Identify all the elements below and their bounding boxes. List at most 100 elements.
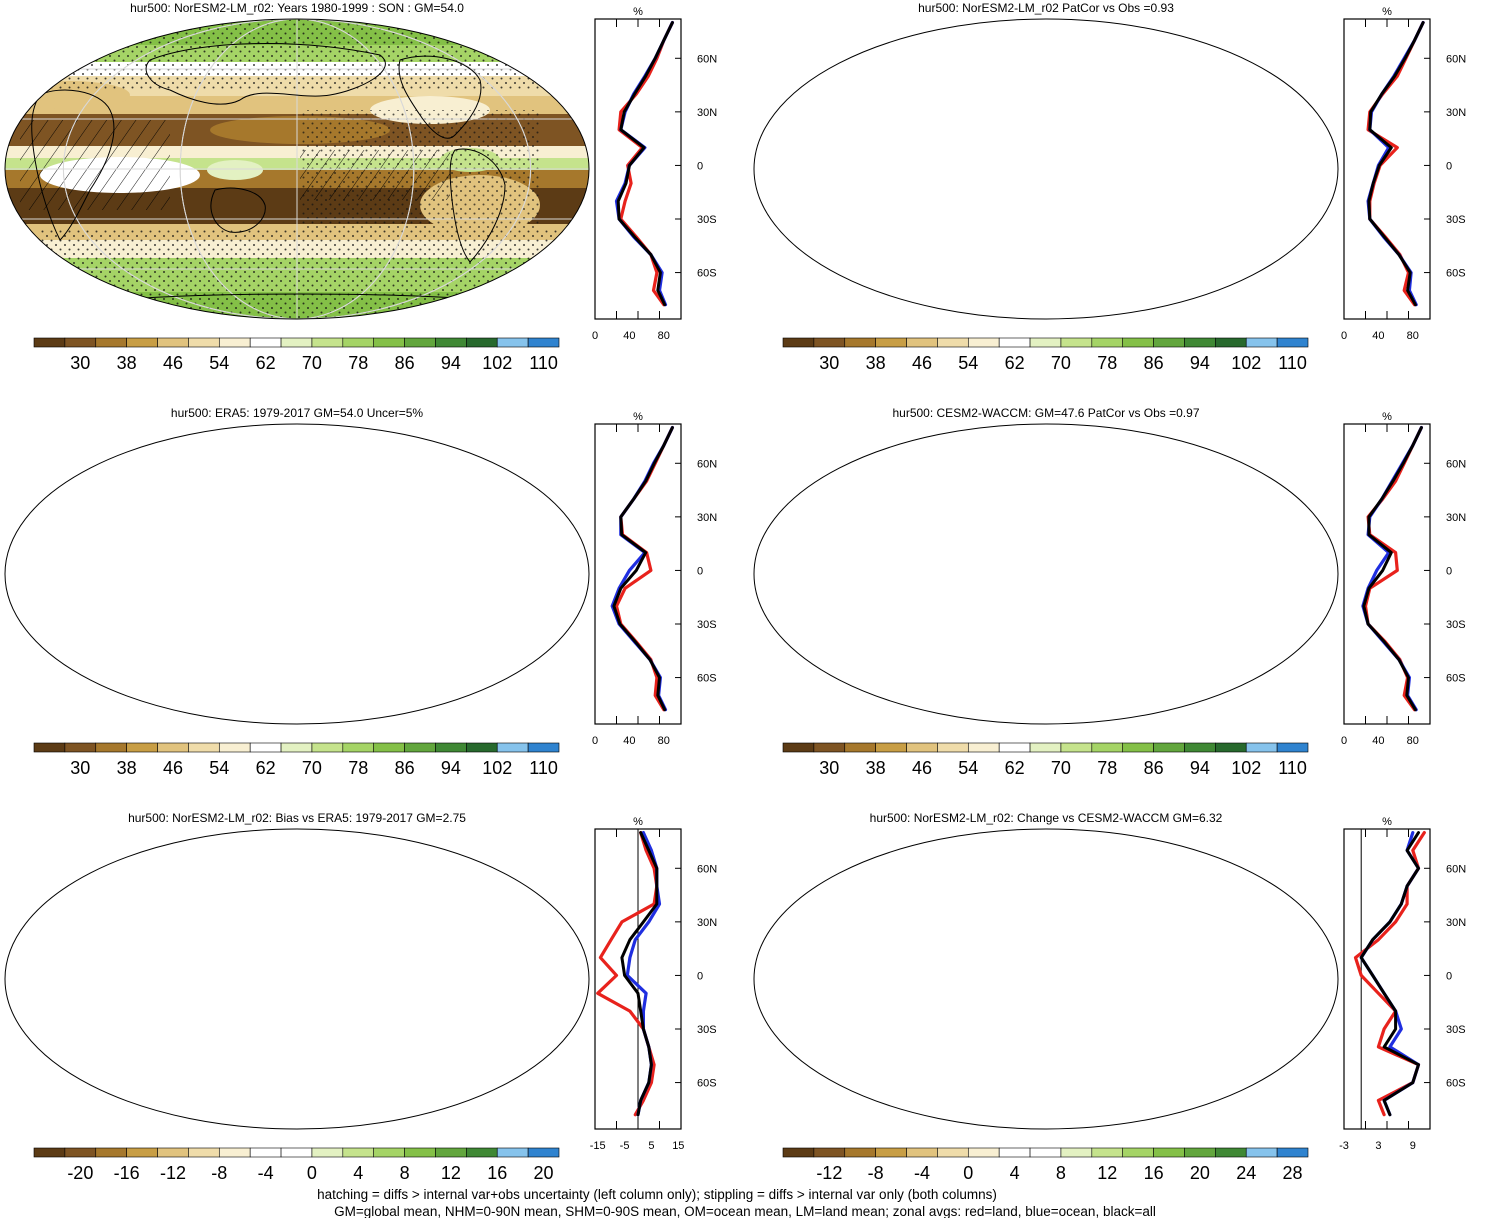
map-band [749, 593, 1349, 629]
meridian [812, 19, 1279, 319]
meridian [929, 19, 1163, 319]
zonal-x-tick-label: 0 [1341, 330, 1347, 342]
coastline [869, 1104, 1229, 1110]
panel-climatology-patcor: hur500: NorESM2-LM_r02 PatCor vs Obs =0.… [749, 1, 1466, 373]
map-region [440, 553, 500, 577]
coastline [210, 187, 266, 233]
map-region [220, 970, 300, 990]
colorbar-swatch [1153, 1147, 1185, 1158]
colorbar-label: 54 [958, 758, 978, 778]
colorbar-label: 0 [307, 1163, 317, 1183]
colorbar-swatch [813, 742, 846, 753]
zonal-x-tick-label: 9 [1410, 1140, 1416, 1152]
map-region [929, 940, 1169, 960]
zonal-y-tick-label: 0 [1446, 160, 1452, 172]
zonal-frame [594, 423, 682, 725]
colorbar-swatch [157, 742, 189, 753]
map-region [1189, 148, 1249, 172]
hatching [300, 555, 450, 605]
map-band [749, 645, 1349, 663]
map-region [759, 81, 879, 109]
colorbar-label: 94 [441, 758, 461, 778]
colorbar-swatch [527, 1147, 560, 1158]
zonal-series-all [620, 831, 659, 1117]
zonal-y-tick-label: 60S [1446, 268, 1466, 280]
colorbar-swatch [1215, 742, 1247, 753]
colorbar-swatch [937, 742, 969, 753]
panel-title: hur500: NorESM2-LM_r02: Bias vs ERA5: 19… [128, 811, 466, 825]
colorbar-swatch [466, 742, 498, 753]
map-region [1119, 96, 1239, 124]
colorbar-swatch [95, 337, 127, 348]
colorbar-label: 20 [1190, 1163, 1210, 1183]
zonal-profile: % -3 3 9 60N 30N 0 30S 60S [1339, 816, 1466, 1152]
colorbar-swatch [998, 337, 1031, 348]
zonal-unit-label: % [1382, 6, 1392, 18]
colorbar-label: 62 [256, 758, 276, 778]
map-band [749, 146, 1349, 158]
map-band [749, 1010, 1349, 1040]
colorbar-swatch [280, 742, 313, 753]
zonal-x-tick-label: -3 [1339, 1140, 1349, 1152]
colorbar-label: 110 [529, 353, 558, 373]
colorbar-swatch [95, 742, 127, 753]
zonal-profile: % 0 40 80 60N 30N 0 30S 60S [592, 411, 717, 747]
zonal-frame [594, 18, 682, 320]
coastline [211, 998, 265, 1042]
colorbar-label: 20 [534, 1163, 554, 1183]
map-band [749, 829, 1349, 860]
colorbar-label: 86 [1144, 758, 1164, 778]
map-region [280, 958, 460, 982]
zonal-series-all [612, 426, 674, 712]
map-region [420, 580, 540, 640]
zonal-unit-label: % [633, 411, 643, 423]
colorbar-label: -8 [868, 1163, 884, 1183]
coastline [1199, 959, 1254, 1072]
map-region [510, 867, 550, 883]
colorbar-swatch [373, 742, 405, 753]
coastline [146, 854, 385, 915]
coastline [146, 449, 385, 510]
stippling [40, 19, 560, 89]
colorbar-swatch [188, 337, 220, 348]
colorbar-swatch [126, 337, 158, 348]
colorbar-swatch [527, 337, 560, 348]
zonal-x-tick-label: 0 [1341, 735, 1347, 747]
colorbar-label: 30 [70, 758, 90, 778]
colorbar-label: -4 [258, 1163, 274, 1183]
colorbar-swatch [157, 337, 189, 348]
map-region [1169, 175, 1289, 235]
zonal-x-tick-label: 80 [658, 735, 670, 747]
zonal-x-tick-label: 40 [1372, 330, 1384, 342]
zonal-y-tick-label: 60N [1446, 863, 1466, 875]
colorbar-swatch [126, 1147, 158, 1158]
colorbar-swatch [1184, 1147, 1216, 1158]
panel-climatology-model: hur500: NorESM2-LM_r02: Years 1980-1999 … [4, 1, 717, 373]
map-band [749, 563, 1349, 575]
coastline [450, 554, 505, 667]
map-band [749, 45, 1349, 62]
map-region [956, 160, 1012, 180]
colorbar-label: 62 [1005, 353, 1025, 373]
colorbar-label: 102 [482, 353, 512, 373]
coastline [450, 959, 505, 1072]
zonal-y-tick-label: 30S [697, 214, 717, 226]
coastline [120, 1104, 480, 1110]
zonal-y-tick-label: 60S [1446, 673, 1466, 685]
colorbar-label: 62 [1005, 758, 1025, 778]
stippling [300, 515, 540, 635]
colorbar-swatch [998, 742, 1031, 753]
hatching [300, 150, 450, 200]
zonal-y-tick-label: 30S [1446, 1024, 1466, 1036]
colorbar-label: 102 [1231, 353, 1261, 373]
map-band [0, 467, 600, 481]
zonal-y-tick-label: 60N [1446, 458, 1466, 470]
coastline [960, 188, 1014, 232]
map-band [749, 860, 1349, 890]
colorbar-swatch [1091, 337, 1124, 348]
zonal-y-tick-label: 30S [697, 1024, 717, 1036]
zonal-x-tick-label: 40 [1372, 735, 1384, 747]
map-band [749, 240, 1349, 258]
colorbar-label: 8 [400, 1163, 410, 1183]
map-region [10, 486, 130, 514]
